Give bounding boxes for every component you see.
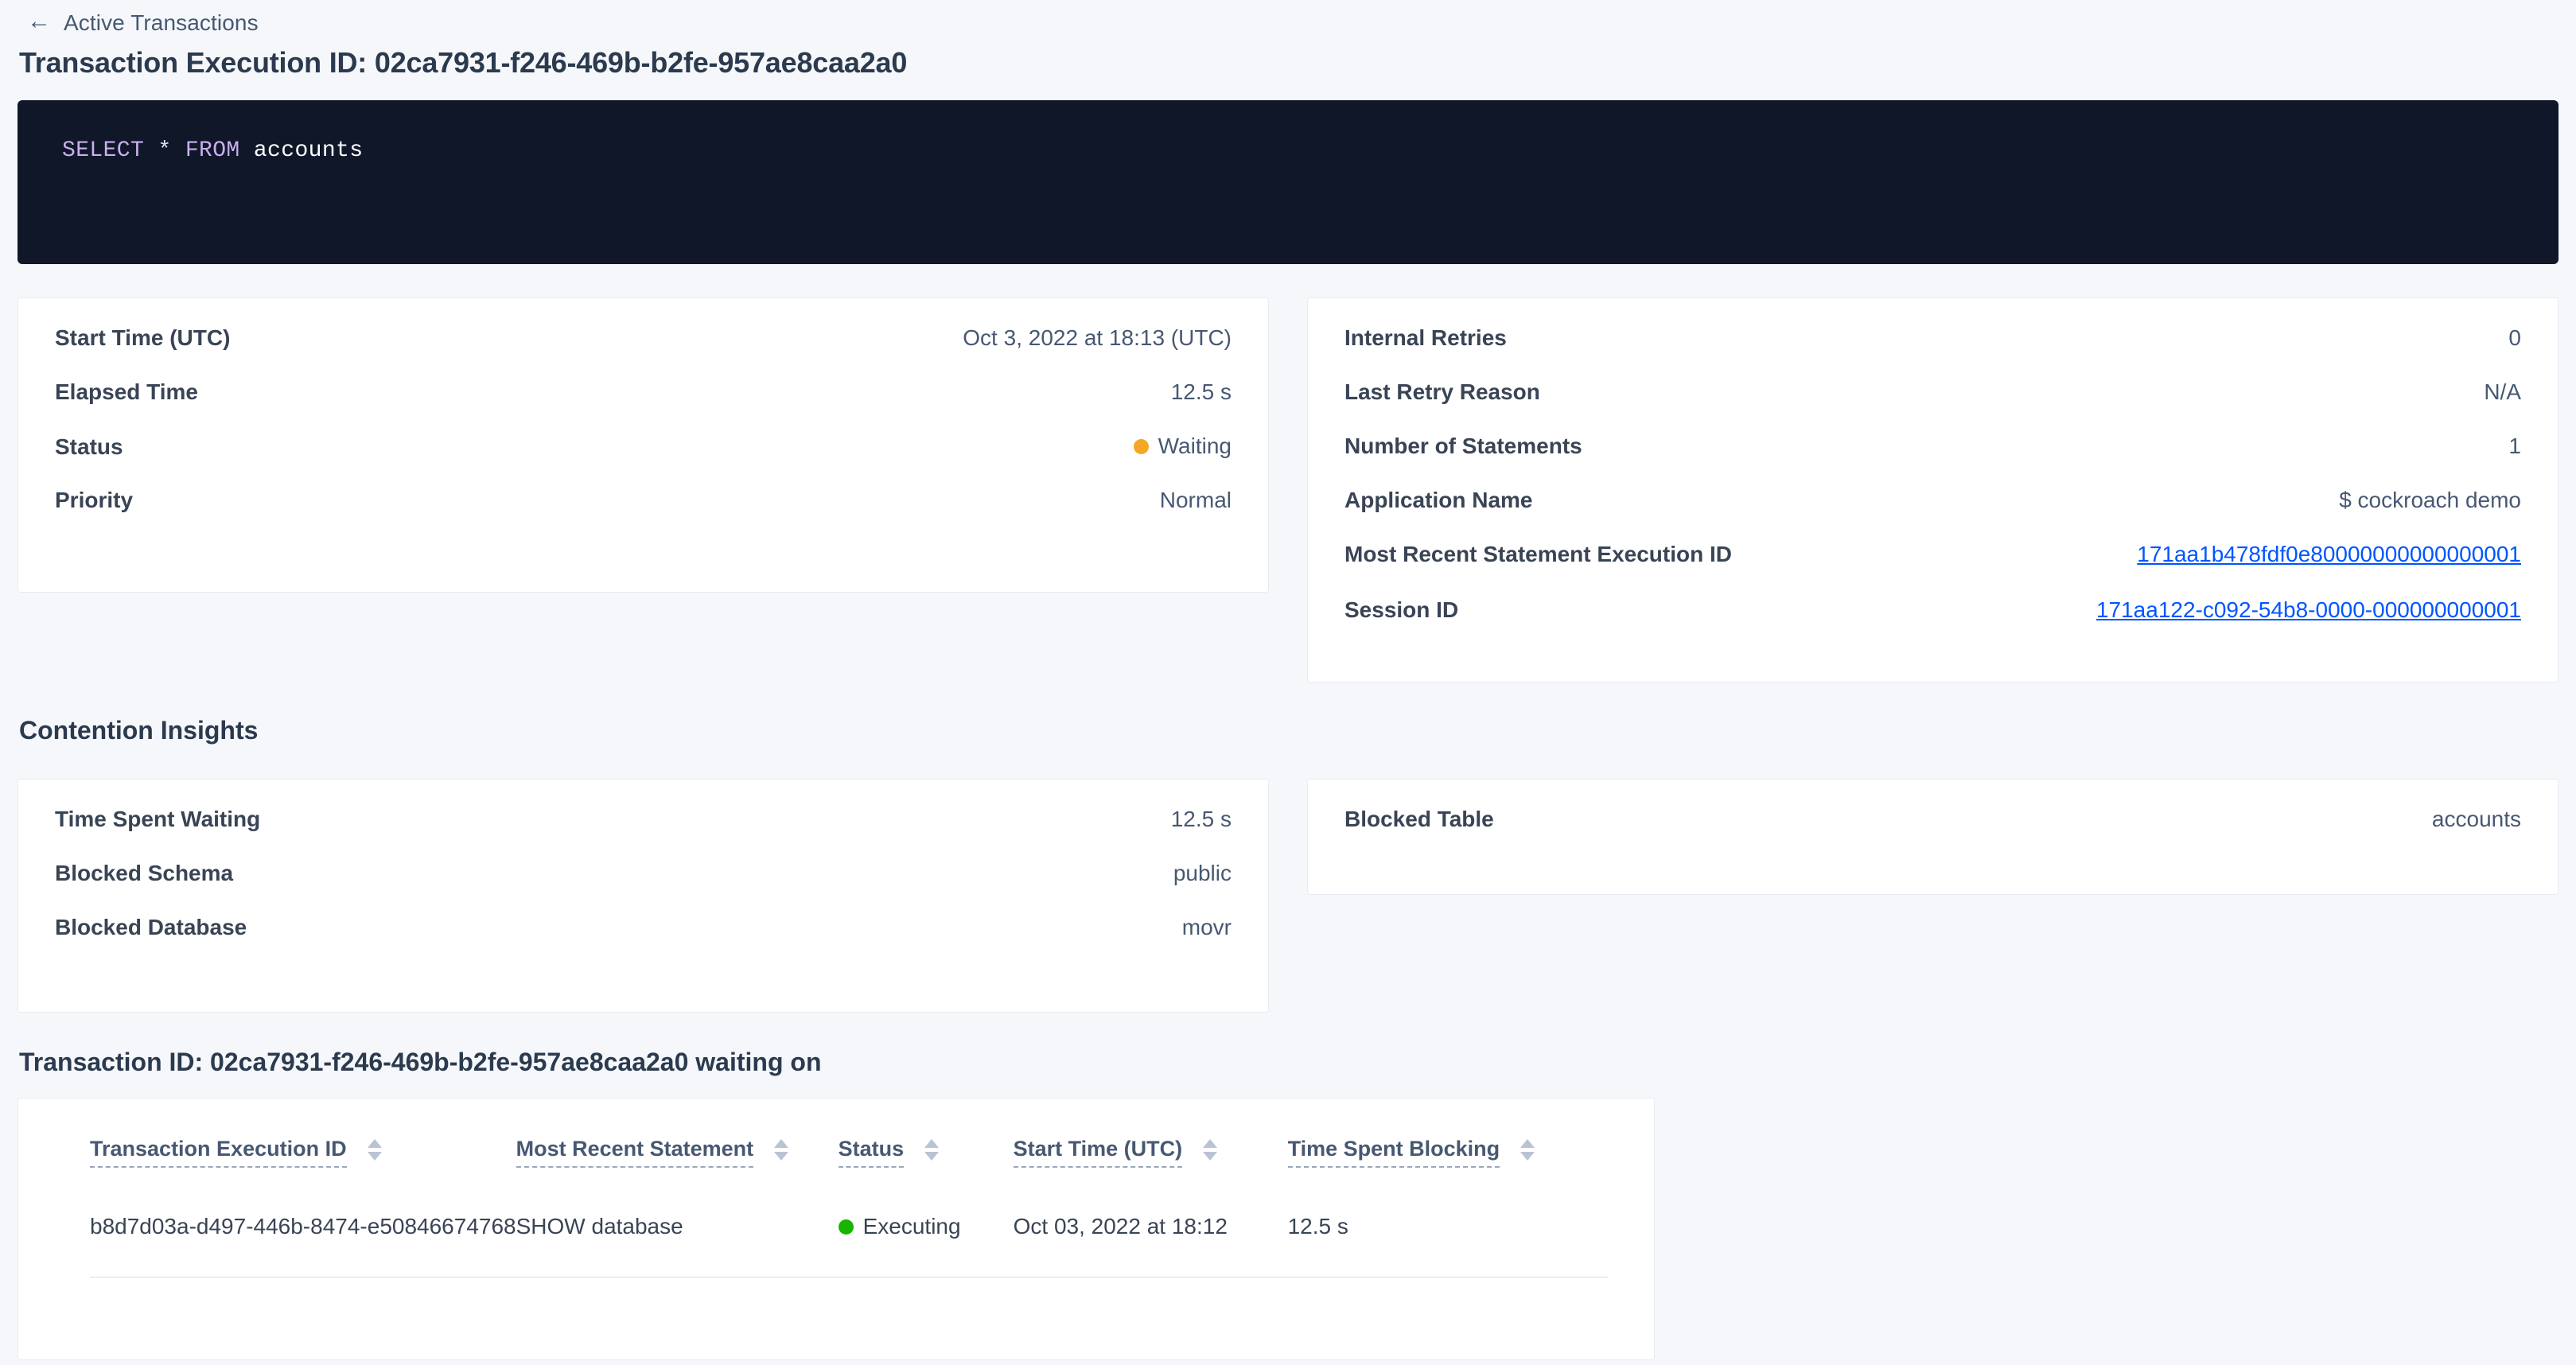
status-dot-waiting-icon: [1133, 438, 1149, 454]
table-header: Transaction Execution ID Most Recent Sta…: [18, 1099, 1654, 1168]
breadcrumb[interactable]: ← Active Transactions: [0, 0, 2576, 35]
page-title: Transaction Execution ID: 02ca7931-f246-…: [19, 46, 908, 79]
detail-label: Blocked Database: [55, 915, 247, 939]
contention-right-card: Blocked Table accounts: [1307, 779, 2558, 895]
contention-insights-heading: Contention Insights: [19, 716, 259, 745]
column-header-label: Status: [838, 1137, 905, 1168]
contention-cards-row: Time Spent Waiting 12.5 s Blocked Schema…: [0, 745, 2576, 1013]
waiting-on-table: Transaction Execution ID Most Recent Sta…: [18, 1099, 1654, 1240]
detail-value: $ cockroach demo: [2339, 488, 2521, 512]
transaction-overview-card: Start Time (UTC) Oct 3, 2022 at 18:13 (U…: [18, 298, 1269, 593]
detail-row-priority: Priority Normal: [55, 488, 1232, 542]
detail-value: public: [1173, 861, 1232, 885]
detail-value: movr: [1181, 915, 1232, 939]
detail-row-blocked-database: Blocked Database movr: [55, 915, 1232, 969]
detail-value: Oct 3, 2022 at 18:13 (UTC): [963, 325, 1232, 350]
column-header-label: Most Recent Statement: [516, 1137, 754, 1168]
column-header-time-spent-blocking[interactable]: Time Spent Blocking: [1287, 1099, 1654, 1168]
detail-row-status: Status Waiting: [55, 434, 1232, 488]
column-header-most-recent-statement[interactable]: Most Recent Statement: [516, 1099, 839, 1168]
detail-row-internal-retries: Internal Retries 0: [1344, 325, 2521, 379]
detail-label: Blocked Schema: [55, 861, 234, 885]
detail-row-application-name: Application Name $ cockroach demo: [1344, 488, 2521, 542]
sort-arrows-icon[interactable]: [1520, 1139, 1535, 1161]
detail-row-elapsed-time: Elapsed Time 12.5 s: [55, 379, 1232, 434]
table-row-divider: [90, 1276, 1608, 1278]
transaction-retries-card: Internal Retries 0 Last Retry Reason N/A…: [1307, 298, 2558, 682]
column-header-status[interactable]: Status: [838, 1099, 1014, 1168]
detail-row-last-retry-reason: Last Retry Reason N/A: [1344, 379, 2521, 434]
status-badge: Waiting: [1133, 434, 1232, 459]
detail-row-blocked-table: Blocked Table accounts: [1344, 807, 2521, 861]
table-header-row: Transaction Execution ID Most Recent Sta…: [18, 1099, 1654, 1168]
cell-transaction-execution-id: b8d7d03a-d497-446b-8474-e50846674768: [90, 1214, 516, 1239]
overview-cards-row: Start Time (UTC) Oct 3, 2022 at 18:13 (U…: [0, 264, 2576, 682]
column-header-label: Time Spent Blocking: [1287, 1137, 1500, 1168]
statement-execution-id-link[interactable]: 171aa1b478fdf0e80000000000000001: [2137, 542, 2521, 566]
arrow-left-icon[interactable]: ←: [27, 7, 51, 34]
detail-value: Normal: [1159, 488, 1232, 512]
column-header-start-time[interactable]: Start Time (UTC): [1013, 1099, 1288, 1168]
table-row[interactable]: b8d7d03a-d497-446b-8474-e50846674768 SHO…: [18, 1168, 1654, 1240]
detail-row-blocked-schema: Blocked Schema public: [55, 861, 1232, 915]
detail-label: Application Name: [1344, 488, 1533, 512]
detail-label: Last Retry Reason: [1344, 379, 1540, 404]
detail-row-session-id: Session ID 171aa122-c092-54b8-0000-00000…: [1344, 597, 2521, 653]
detail-value: 0: [2508, 325, 2521, 350]
column-header-label: Transaction Execution ID: [90, 1137, 347, 1168]
sort-arrows-icon[interactable]: [774, 1139, 789, 1161]
status-text: Waiting: [1158, 434, 1232, 458]
detail-row-number-of-statements: Number of Statements 1: [1344, 434, 2521, 488]
detail-label: Time Spent Waiting: [55, 807, 261, 831]
sql-operator-star: *: [158, 138, 172, 163]
status-text: Executing: [862, 1214, 961, 1239]
sql-statement-line: SELECT * FROM accounts: [62, 138, 2558, 163]
waiting-on-table-card: Transaction Execution ID Most Recent Sta…: [18, 1098, 1655, 1360]
contention-left-card: Time Spent Waiting 12.5 s Blocked Schema…: [18, 779, 1269, 1013]
detail-row-most-recent-statement-execution-id: Most Recent Statement Execution ID 171aa…: [1344, 542, 2521, 597]
breadcrumb-label[interactable]: Active Transactions: [64, 10, 259, 35]
sql-code-block: SELECT * FROM accounts: [18, 100, 2558, 264]
detail-value: 12.5 s: [1170, 807, 1232, 831]
detail-value: accounts: [2431, 807, 2521, 831]
detail-label: Status: [55, 434, 123, 459]
column-header-label: Start Time (UTC): [1013, 1137, 1183, 1168]
detail-label: Session ID: [1344, 597, 1459, 622]
table-body: b8d7d03a-d497-446b-8474-e50846674768 SHO…: [18, 1168, 1654, 1240]
cell-status: Executing: [838, 1168, 1014, 1240]
cell-time-spent-blocking: 12.5 s: [1287, 1214, 1348, 1239]
sql-identifier-table: accounts: [253, 138, 364, 163]
cell-most-recent-statement: SHOW database: [516, 1214, 683, 1239]
session-id-link[interactable]: 171aa122-c092-54b8-0000-000000000001: [2095, 597, 2521, 622]
detail-row-start-time: Start Time (UTC) Oct 3, 2022 at 18:13 (U…: [55, 325, 1232, 379]
detail-label: Elapsed Time: [55, 379, 199, 404]
detail-label: Start Time (UTC): [55, 325, 231, 350]
detail-label: Blocked Table: [1344, 807, 1494, 831]
cell-start-time: Oct 03, 2022 at 18:12: [1013, 1214, 1228, 1239]
column-header-transaction-execution-id[interactable]: Transaction Execution ID: [18, 1099, 516, 1168]
sort-arrows-icon[interactable]: [924, 1139, 940, 1161]
detail-value: 12.5 s: [1170, 379, 1232, 404]
detail-label: Priority: [55, 488, 134, 512]
detail-label: Internal Retries: [1344, 325, 1507, 350]
sql-keyword-select: SELECT: [62, 138, 145, 163]
sql-keyword-from: FROM: [185, 138, 240, 163]
sort-arrows-icon[interactable]: [1203, 1139, 1218, 1161]
detail-value: 1: [2508, 434, 2521, 458]
status-dot-executing-icon: [838, 1219, 854, 1235]
waiting-on-heading: Transaction ID: 02ca7931-f246-469b-b2fe-…: [19, 1048, 822, 1076]
detail-label: Number of Statements: [1344, 434, 1582, 458]
sort-arrows-icon[interactable]: [367, 1139, 382, 1161]
detail-label: Most Recent Statement Execution ID: [1344, 542, 1732, 566]
detail-value: N/A: [2484, 379, 2521, 404]
detail-row-time-spent-waiting: Time Spent Waiting 12.5 s: [55, 807, 1232, 861]
